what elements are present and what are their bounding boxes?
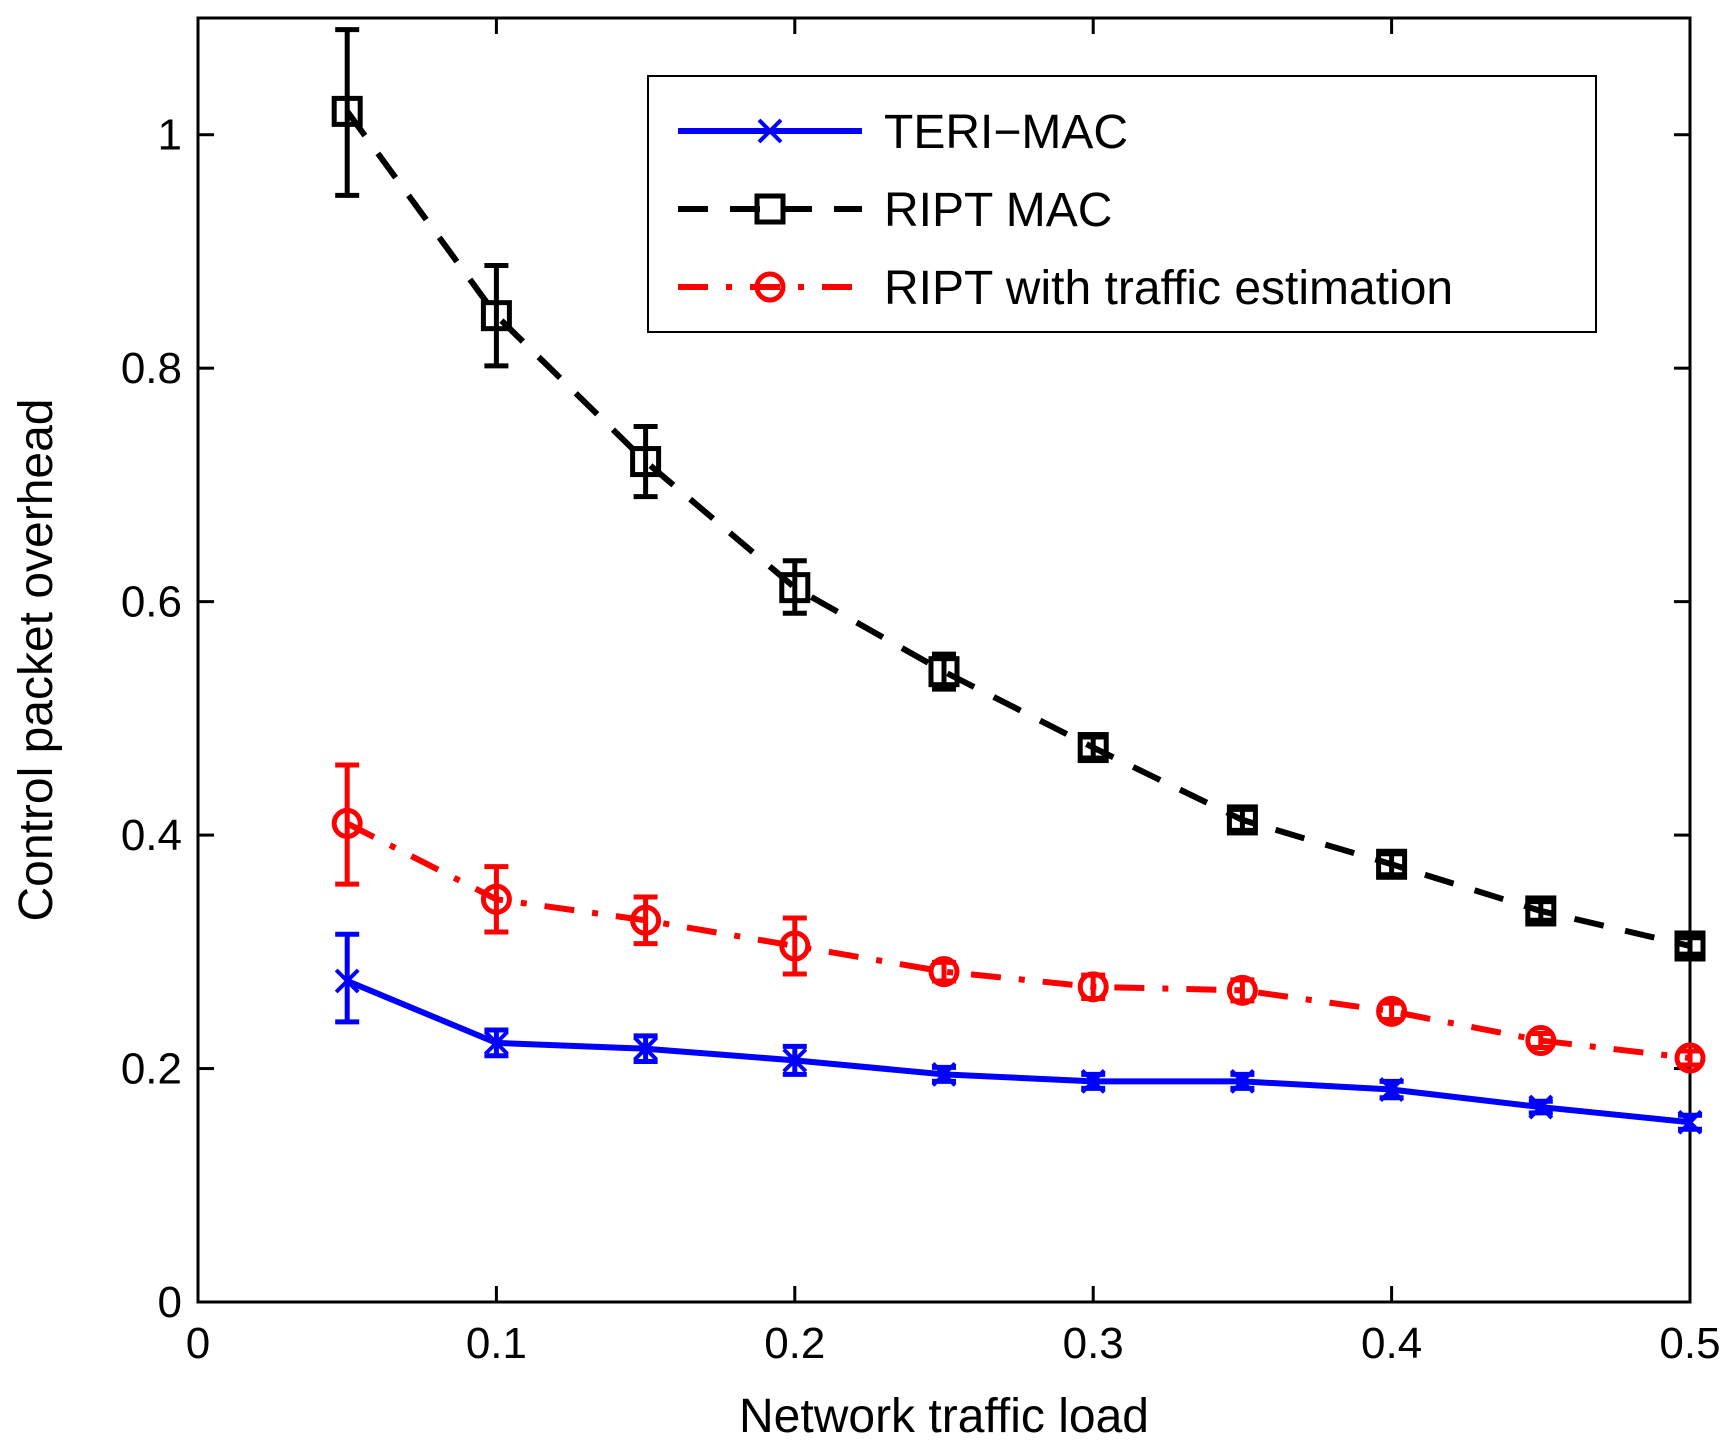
data-point — [334, 968, 360, 994]
data-point — [1077, 732, 1109, 764]
data-point — [480, 883, 512, 915]
data-point — [928, 656, 960, 688]
data-point — [1376, 848, 1408, 880]
data-point — [1674, 1042, 1706, 1074]
y-tick-label: 0.2 — [121, 1045, 182, 1094]
data-point — [782, 1047, 808, 1073]
legend-marker-shape — [754, 193, 786, 225]
series-line-ript-mac — [344, 109, 1691, 949]
data-point — [630, 904, 662, 936]
y-tick-label: 0.4 — [121, 811, 182, 860]
y-axis: 0 0.2 0.4 0.6 0.8 1 — [121, 111, 1690, 1327]
marker-stroke — [483, 1030, 509, 1056]
series-line-ript-traffic-estimation — [345, 820, 1691, 1062]
series-ript-traffic-estimation — [331, 762, 1706, 1074]
data-point — [483, 1030, 509, 1056]
series-teri-mac — [334, 931, 1703, 1135]
x-tick-label: 0.2 — [764, 1319, 825, 1368]
data-point — [331, 807, 363, 839]
legend-marker-ript-traffic-estimation — [754, 271, 786, 303]
legend-marker-shape — [757, 118, 783, 144]
x-axis: 0 0.1 0.2 0.3 0.4 0.5 — [186, 18, 1721, 1368]
data-point — [931, 1061, 957, 1087]
y-tick-label: 0.6 — [121, 578, 182, 627]
x-tick-label: 0.4 — [1361, 1319, 1422, 1368]
x-tick-label: 0 — [186, 1319, 210, 1368]
data-point — [480, 300, 512, 332]
legend-entry-ript-mac: RIPT MAC — [678, 184, 1112, 237]
y-axis-label: Control packet overhead — [10, 399, 63, 922]
legend-marker-shape — [754, 271, 786, 303]
marker-stroke — [633, 1036, 659, 1062]
data-point — [1376, 995, 1408, 1027]
data-point — [1677, 1109, 1703, 1135]
data-point — [1528, 1094, 1554, 1120]
x-tick-label: 0.5 — [1659, 1319, 1720, 1368]
data-point — [928, 956, 960, 988]
data-point — [1077, 971, 1109, 1003]
series-ript-mac — [331, 27, 1706, 962]
data-point — [1525, 895, 1557, 927]
y-tick-label: 0.8 — [121, 344, 182, 393]
data-point — [1229, 1068, 1255, 1094]
legend-label-teri-mac: TERI−MAC — [884, 106, 1128, 159]
y-tick-label: 1 — [158, 111, 182, 160]
data-point — [1080, 1068, 1106, 1094]
data-point — [331, 95, 363, 127]
legend-box — [647, 75, 1597, 333]
marker-stroke — [1229, 1068, 1255, 1094]
data-point — [1226, 804, 1258, 836]
data-point — [1379, 1077, 1405, 1102]
legend: TERI−MAC RIPT MAC RIPT with traffic esti… — [647, 75, 1597, 333]
marker-stroke — [1677, 1109, 1703, 1135]
marker-stroke — [1528, 1094, 1554, 1120]
data-point — [779, 930, 811, 962]
x-tick-label: 0.3 — [1063, 1319, 1124, 1368]
x-tick-label: 0.1 — [466, 1319, 527, 1368]
legend-marker-teri-mac — [757, 118, 783, 144]
legend-label-ript-traffic-estimation: RIPT with traffic estimation — [884, 262, 1453, 315]
data-point — [1674, 930, 1706, 962]
plot-frame — [196, 16, 1692, 1304]
marker-stroke — [1080, 1068, 1106, 1094]
data-point — [1226, 974, 1258, 1006]
plot-area — [196, 16, 1692, 1304]
y-tick-label: 0 — [158, 1278, 182, 1327]
data-point — [779, 572, 811, 604]
marker-stroke — [1379, 1077, 1405, 1102]
marker-stroke — [931, 1061, 957, 1087]
data-point — [633, 1036, 659, 1062]
legend-entry-ript-traffic-estimation: RIPT with traffic estimation — [678, 262, 1453, 315]
series-layer — [331, 27, 1706, 1135]
legend-label-ript-mac: RIPT MAC — [884, 184, 1112, 237]
marker-stroke — [757, 118, 783, 144]
marker-stroke — [334, 968, 360, 994]
series-line-teri-mac — [346, 978, 1691, 1126]
data-point — [1525, 1025, 1557, 1057]
data-point — [630, 446, 662, 478]
marker-stroke — [782, 1047, 808, 1073]
legend-marker-ript-mac — [754, 193, 786, 225]
legend-entry-teri-mac: TERI−MAC — [678, 106, 1128, 159]
x-axis-label: Network traffic load — [739, 1390, 1149, 1443]
